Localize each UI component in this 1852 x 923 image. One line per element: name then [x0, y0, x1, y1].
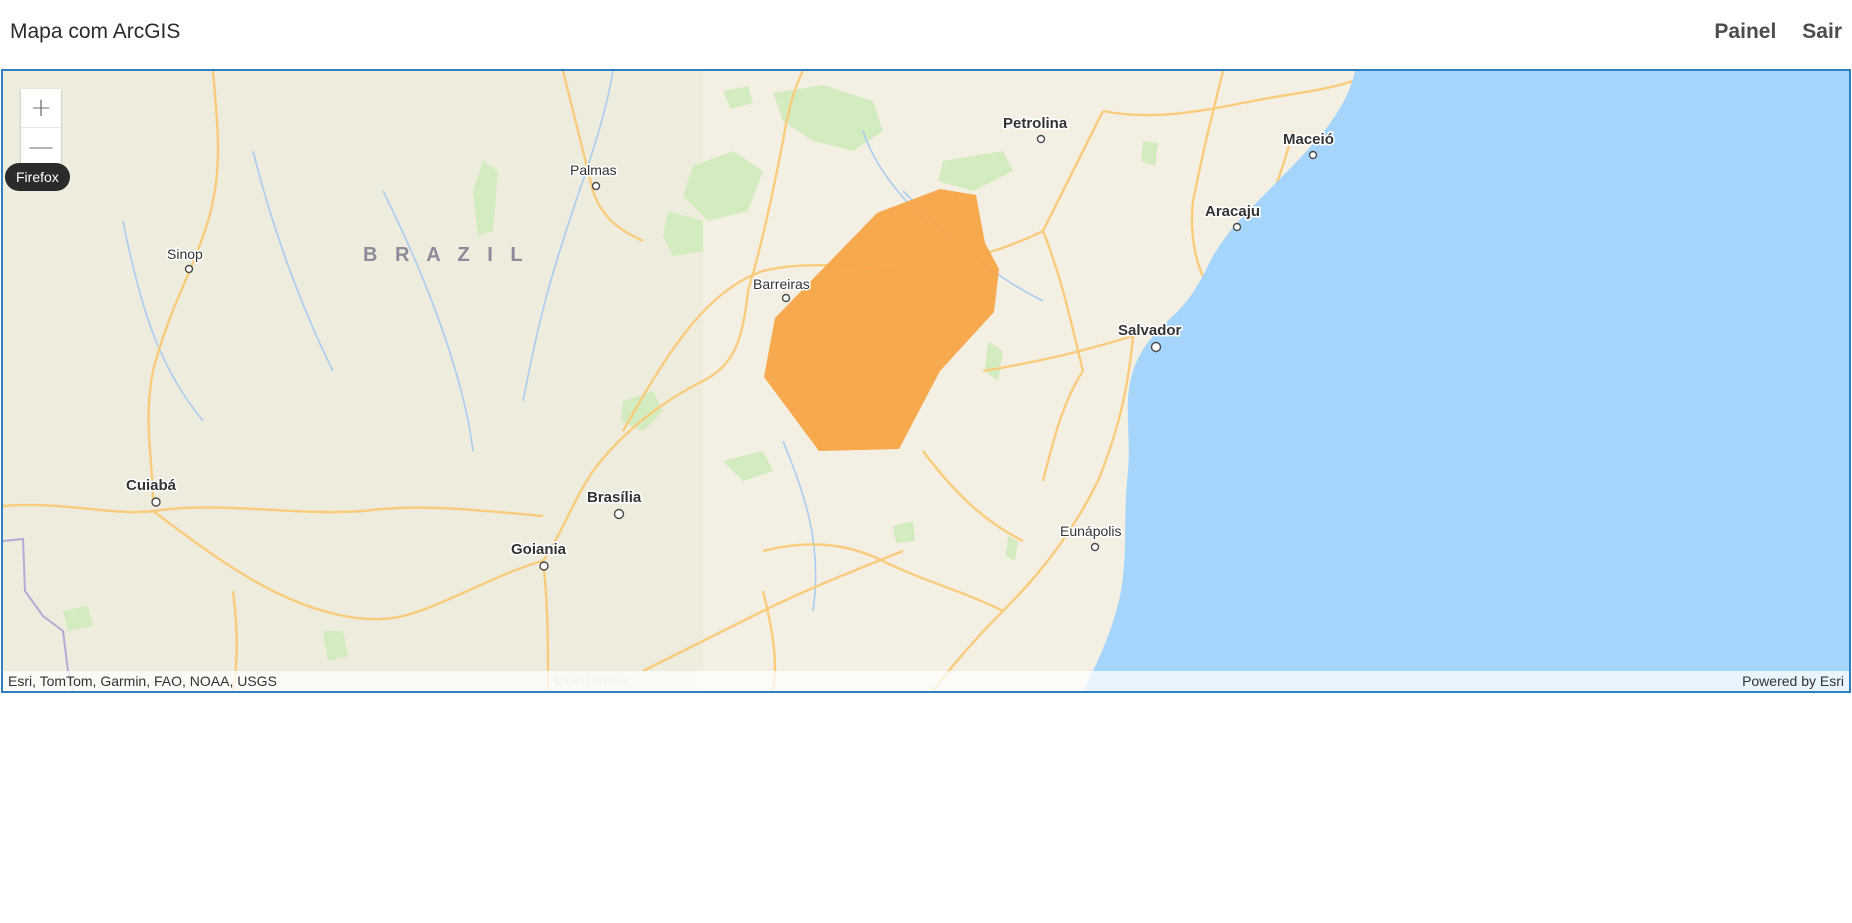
city-label-maceio: Maceió	[1283, 131, 1334, 148]
map-attribution-bar: Esri, TomTom, Garmin, FAO, NOAA, USGS Po…	[3, 671, 1849, 691]
vegetation-areas	[63, 85, 1158, 661]
attribution-text[interactable]: Esri, TomTom, Garmin, FAO, NOAA, USGS	[8, 673, 277, 689]
city-markers	[151, 134, 1318, 571]
city-label-salvador: Salvador	[1118, 322, 1182, 339]
app-header: Mapa com ArcGIS Painel Sair	[0, 0, 1852, 68]
city-label-petrolina: Petrolina	[1003, 115, 1068, 132]
highlighted-area-polygon[interactable]	[764, 189, 999, 451]
plus-icon: +	[30, 93, 52, 123]
basemap[interactable]: B R A Z I L Palmas Sinop Barreiras Petro…	[3, 71, 1849, 691]
city-label-sinop: Sinop	[167, 246, 203, 262]
minus-icon: —	[28, 131, 54, 162]
terrain-shading	[3, 71, 703, 691]
top-nav: Painel Sair	[1714, 20, 1842, 44]
zoom-control: + —	[21, 89, 61, 165]
map-view[interactable]: B R A Z I L Palmas Sinop Barreiras Petro…	[1, 69, 1851, 693]
city-label-cuiaba: Cuiabá	[126, 477, 177, 494]
zoom-in-button[interactable]: +	[21, 89, 61, 127]
zoom-out-button[interactable]: —	[21, 127, 61, 165]
city-label-palmas: Palmas	[570, 162, 617, 178]
country-label: B R A Z I L	[363, 244, 529, 266]
city-label-aracaju: Aracaju	[1205, 203, 1260, 220]
ocean	[1083, 71, 1849, 691]
powered-by-esri[interactable]: Powered by Esri	[1742, 673, 1844, 689]
city-label-eunapolis: Eunápolis	[1060, 523, 1122, 539]
sair-link[interactable]: Sair	[1802, 20, 1842, 43]
city-label-goiania: Goiania	[511, 541, 567, 558]
browser-tooltip: Firefox	[5, 163, 70, 191]
app-title: Mapa com ArcGIS	[10, 20, 181, 43]
city-label-barreiras: Barreiras	[753, 276, 810, 292]
painel-link[interactable]: Painel	[1714, 20, 1777, 43]
city-label-brasilia: Brasília	[587, 489, 642, 506]
